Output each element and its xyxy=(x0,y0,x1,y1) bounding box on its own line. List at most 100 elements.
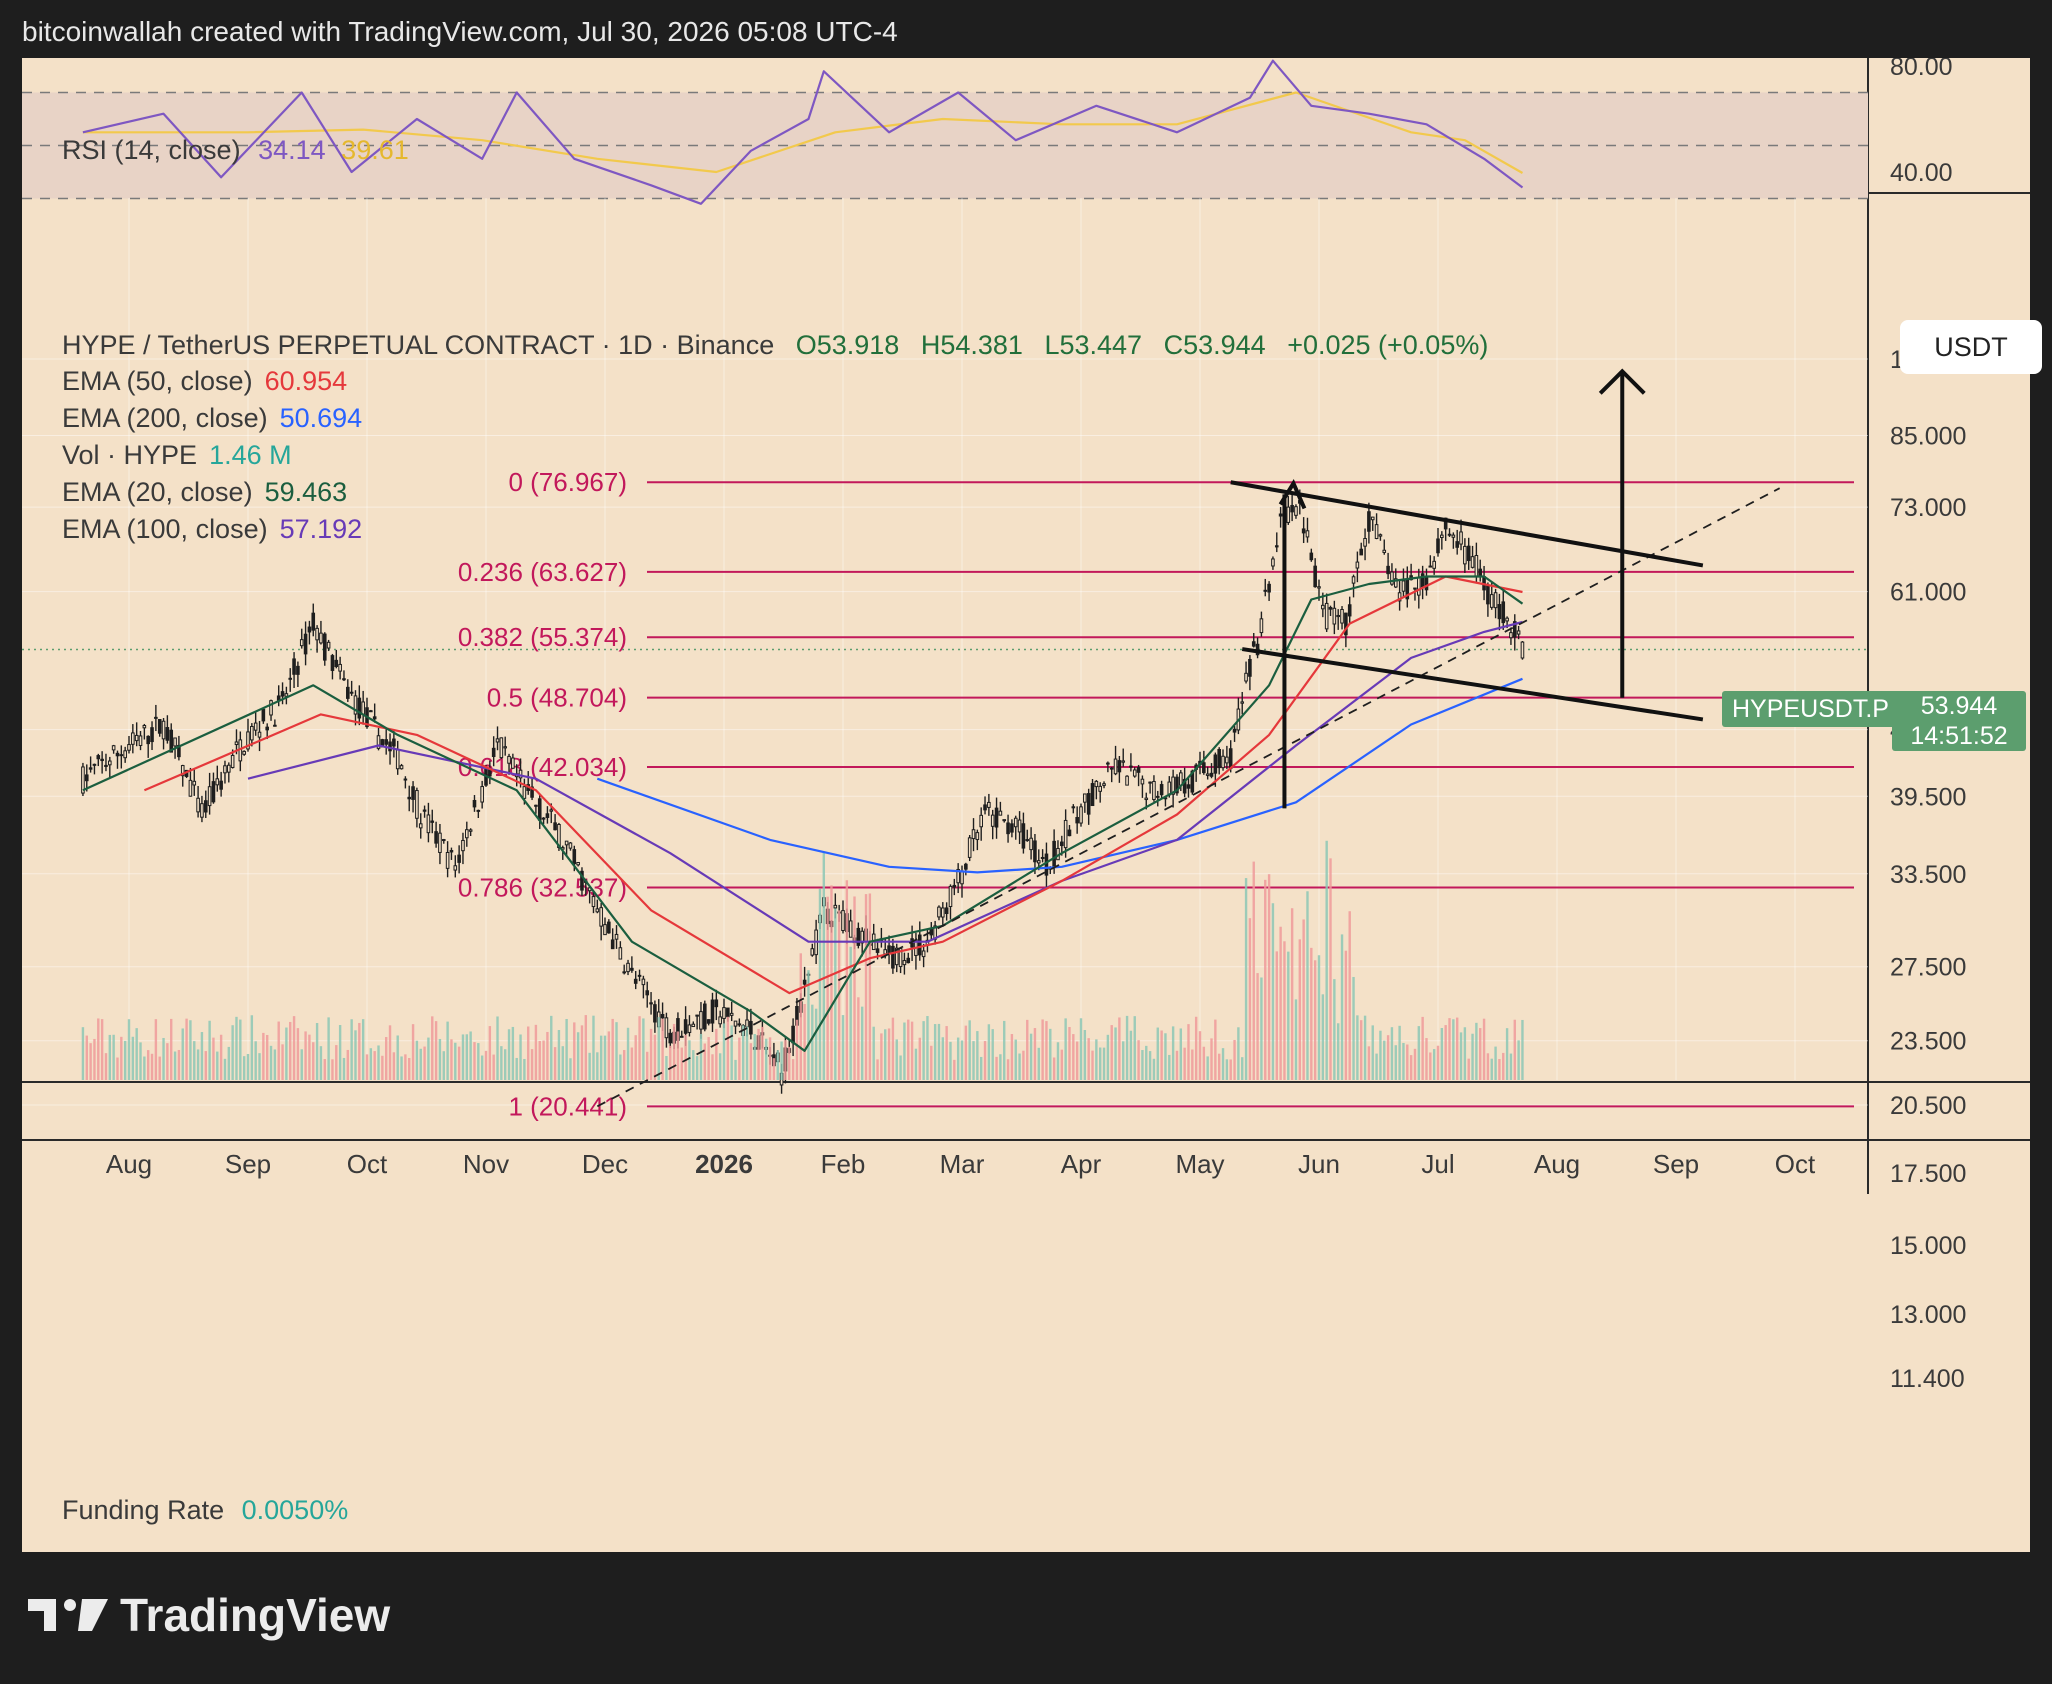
time-tick-label: Aug xyxy=(1534,1149,1580,1179)
volume-bar xyxy=(699,1033,703,1080)
candle-body xyxy=(1386,565,1390,575)
candle-body xyxy=(269,700,273,716)
candle-body xyxy=(104,764,108,767)
candle-body xyxy=(388,741,392,752)
chart-frame[interactable]: 100.00085.00073.00061.00045.50039.50033.… xyxy=(22,58,2042,1552)
candle-body xyxy=(576,861,580,866)
candle-body xyxy=(330,655,335,671)
candle-body xyxy=(1140,778,1145,785)
volume-bar xyxy=(1183,1047,1186,1080)
price-tick-label: 85.000 xyxy=(1890,423,1966,451)
volume-bar xyxy=(584,1015,588,1080)
candle-body xyxy=(679,1035,684,1038)
volume-bar xyxy=(1432,1049,1436,1080)
target-arrowhead xyxy=(1598,368,1646,395)
tradingview-logo[interactable]: TradingView xyxy=(26,1588,390,1642)
candle-body xyxy=(1067,829,1072,837)
candle-body xyxy=(1267,583,1271,593)
candle-body xyxy=(1401,580,1406,592)
volume-bar xyxy=(177,1049,181,1080)
candle-body xyxy=(1098,785,1102,792)
volume-bar xyxy=(622,1050,626,1080)
volume-bar xyxy=(258,1053,261,1080)
candle-body xyxy=(319,632,323,644)
volume-bar xyxy=(304,1031,307,1080)
volume-bar xyxy=(503,1049,507,1080)
candle-body xyxy=(491,747,496,758)
volume-bar xyxy=(557,1030,561,1080)
volume-bar xyxy=(722,1023,726,1080)
volume-bar xyxy=(1114,1027,1117,1080)
candle-body xyxy=(1301,528,1306,534)
candle-body xyxy=(1044,853,1049,876)
volume-bar xyxy=(527,1026,530,1080)
volume-bar xyxy=(108,1034,112,1080)
volume-bar xyxy=(289,1021,292,1080)
volume-bar xyxy=(1137,1040,1140,1080)
volume-bar xyxy=(741,1025,745,1080)
candle-body xyxy=(227,764,231,773)
candle-body xyxy=(261,708,266,722)
time-tick-label: Jun xyxy=(1298,1149,1340,1179)
volume-bar xyxy=(120,1036,123,1080)
fib-level-label: 0.5 (48.704) xyxy=(487,683,627,713)
volume-bar xyxy=(350,1019,353,1080)
candle-body xyxy=(392,738,396,747)
candle-body xyxy=(545,813,550,818)
volume-bar xyxy=(1440,1028,1444,1080)
volume-bar xyxy=(239,1019,242,1080)
volume-bar xyxy=(646,1051,649,1080)
rsi-line xyxy=(82,59,1524,205)
candle-body xyxy=(660,1013,665,1019)
candle-body xyxy=(987,801,991,808)
price-tick-label: 39.500 xyxy=(1890,783,1966,811)
time-tick-label: May xyxy=(1175,1149,1224,1179)
volume-bar xyxy=(281,1044,284,1080)
candle-body xyxy=(891,945,895,969)
volume-bar xyxy=(365,1054,369,1080)
volume-bar xyxy=(438,1038,442,1080)
support-trendline xyxy=(596,487,1781,1108)
volume-bar xyxy=(953,1059,956,1080)
candle-body xyxy=(1102,783,1106,786)
candle-body xyxy=(591,896,596,908)
candle-body xyxy=(626,962,630,973)
currency-button[interactable]: USDT xyxy=(1900,320,2042,374)
volume-bar xyxy=(219,1034,223,1080)
volume-bar xyxy=(1064,1018,1067,1080)
volume-bar xyxy=(899,1055,902,1080)
candle-body xyxy=(534,804,538,807)
candle-body xyxy=(1309,552,1314,561)
volume-bar xyxy=(1513,1019,1516,1080)
volume-tick-label: 17.500 xyxy=(1890,1160,1966,1188)
candle-body xyxy=(1271,558,1275,567)
volume-bar xyxy=(1394,1045,1397,1080)
volume-bar xyxy=(734,1059,737,1080)
candle-body xyxy=(154,716,158,719)
candle-body xyxy=(1010,823,1014,833)
indicator-value: 57.192 xyxy=(279,514,363,544)
volume-bar xyxy=(354,1030,357,1080)
candle-body xyxy=(1370,516,1375,521)
volume-bar xyxy=(1248,918,1252,1080)
candle-body xyxy=(1259,618,1264,634)
volume-bar xyxy=(143,1056,146,1080)
volume-bar xyxy=(427,1037,430,1080)
candle-body xyxy=(737,1023,742,1026)
volume-bar xyxy=(1260,977,1263,1080)
candle-body xyxy=(1486,584,1490,605)
chart-canvas[interactable]: 100.00085.00073.00061.00045.50039.50033.… xyxy=(22,58,2030,1552)
candle-body xyxy=(1052,840,1056,868)
volume-bar xyxy=(1141,1050,1144,1080)
volume-bar xyxy=(1083,1030,1087,1080)
indicator-label: EMA (200, close) xyxy=(62,403,268,433)
candle-body xyxy=(1132,769,1137,777)
volume-tick-label: 15.000 xyxy=(1890,1232,1966,1260)
candle-body xyxy=(203,800,208,813)
volume-bar xyxy=(949,1041,952,1080)
candle-body xyxy=(288,677,293,680)
volume-bar xyxy=(761,1026,764,1080)
candle-body xyxy=(810,948,815,956)
volume-bar xyxy=(1145,1045,1148,1080)
time-tick-label: Mar xyxy=(940,1149,985,1179)
